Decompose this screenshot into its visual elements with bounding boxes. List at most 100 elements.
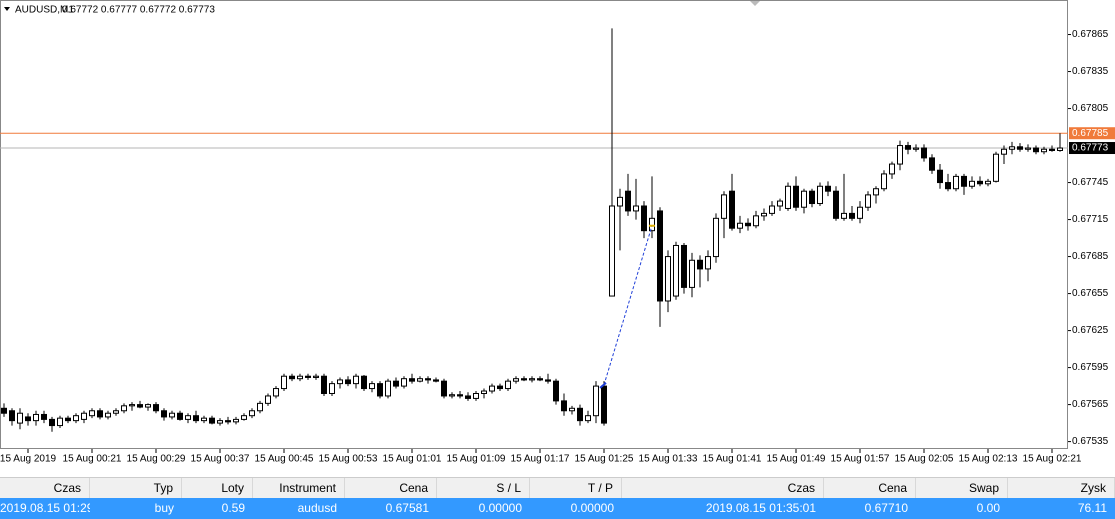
bid-label: 0.67773	[1072, 143, 1109, 154]
candle-body	[529, 378, 535, 381]
table-cell: Loty	[182, 478, 253, 499]
table-cell: Instrument	[253, 478, 345, 499]
candle-body	[1009, 146, 1015, 150]
table-cell: audusd	[297, 501, 337, 515]
candle-body	[113, 410, 119, 414]
candle-body	[577, 407, 583, 422]
table-cell: Czas	[0, 478, 90, 499]
candle-body	[217, 420, 223, 424]
candle-body	[137, 404, 143, 408]
candle-body	[649, 217, 655, 232]
candle-body	[353, 375, 359, 385]
x-tick-label: 15 Aug 01:01	[383, 454, 442, 465]
candle-body	[57, 417, 63, 427]
candle-body	[673, 244, 679, 297]
y-tick-label: 0.67565	[1072, 399, 1109, 410]
x-tick-label: 15 Aug 2019	[0, 454, 57, 465]
candle-body	[177, 412, 183, 420]
y-tick-label: 0.67535	[1072, 436, 1109, 447]
x-tick-label: 15 Aug 00:29	[127, 454, 186, 465]
candle-body	[729, 190, 735, 229]
table-cell: Cena	[345, 478, 437, 499]
candle-body	[521, 378, 527, 381]
candle-body	[497, 385, 503, 390]
candle-body	[161, 410, 167, 418]
candle-body	[409, 378, 415, 382]
candle-body	[465, 395, 471, 399]
candle-body	[73, 415, 79, 422]
candle-body	[289, 375, 295, 380]
y-tick-label: 0.67865	[1072, 29, 1109, 40]
candle-body	[393, 380, 399, 387]
y-tick-label: 0.67715	[1072, 214, 1109, 225]
candle-body	[633, 205, 639, 212]
candle-body	[489, 385, 495, 392]
candle-body	[993, 153, 999, 182]
x-tick-label: 15 Aug 00:53	[319, 454, 378, 465]
x-tick-label: 15 Aug 01:25	[575, 454, 634, 465]
candle-body	[945, 182, 951, 190]
candle-body	[265, 395, 271, 404]
candle-body	[233, 418, 239, 423]
candle-body	[689, 259, 695, 288]
table-cell: 76.11	[1077, 501, 1107, 515]
table-cell: 0.00	[976, 501, 1000, 515]
shift-marker[interactable]	[750, 1, 760, 6]
candle-body	[1033, 147, 1039, 153]
candle-body	[313, 375, 319, 378]
candle-body	[385, 380, 391, 397]
candle-body	[665, 256, 671, 302]
x-tick-label: 15 Aug 01:49	[767, 454, 826, 465]
candle-body	[201, 417, 207, 422]
candle-body	[225, 420, 231, 423]
candle-body	[825, 185, 831, 192]
candle-body	[369, 383, 375, 390]
candle-body	[617, 196, 623, 207]
candle-body	[801, 190, 807, 208]
plot-frame	[0, 0, 1068, 449]
x-tick-label: 15 Aug 02:13	[959, 454, 1018, 465]
candle-body	[345, 379, 351, 385]
candle-body	[249, 410, 255, 417]
candle-body	[961, 175, 967, 187]
x-tick-label: 15 Aug 01:17	[511, 454, 570, 465]
candle-body	[841, 212, 847, 219]
y-tick-label: 0.67835	[1072, 66, 1109, 77]
candle-body	[185, 415, 191, 420]
y-tick-label: 0.67685	[1072, 251, 1109, 262]
x-tick-label: 15 Aug 00:37	[191, 454, 250, 465]
y-tick-label: 0.67595	[1072, 362, 1109, 373]
candle-body	[9, 410, 15, 422]
candle-body	[881, 173, 887, 190]
candle-body	[433, 379, 439, 382]
table-cell: 0.00000	[478, 501, 522, 515]
candle-body	[281, 375, 287, 390]
candle-body	[1049, 148, 1055, 151]
x-tick-label: 15 Aug 01:09	[447, 454, 506, 465]
x-tick-label: 15 Aug 02:21	[1023, 454, 1082, 465]
x-tick-label: 15 Aug 01:33	[639, 454, 698, 465]
candle-body	[1041, 148, 1047, 153]
candle-body	[737, 222, 743, 229]
candle-body	[553, 380, 559, 402]
x-tick-label: 15 Aug 02:05	[895, 454, 954, 465]
candle-body	[561, 400, 567, 412]
candle-body	[905, 145, 911, 150]
table-cell: Swap	[916, 478, 1008, 499]
table-cell: T / P	[530, 478, 622, 499]
candle-body	[65, 417, 71, 422]
table-row[interactable]: 2019.08.15 01:29:52 buy 0.59 audusd 0.67581 0…	[0, 498, 1115, 519]
candle-body	[761, 212, 767, 217]
candle-body	[897, 145, 903, 165]
table-cell: Typ	[90, 478, 182, 499]
x-tick-label: 15 Aug 00:45	[255, 454, 314, 465]
candle-body	[33, 413, 39, 422]
table-cell: 0.59	[221, 501, 245, 515]
candle-body	[257, 402, 263, 412]
candle-body	[361, 375, 367, 390]
candle-body	[129, 404, 135, 407]
menu-triangle[interactable]	[4, 7, 10, 11]
table-cell: buy	[154, 501, 174, 515]
